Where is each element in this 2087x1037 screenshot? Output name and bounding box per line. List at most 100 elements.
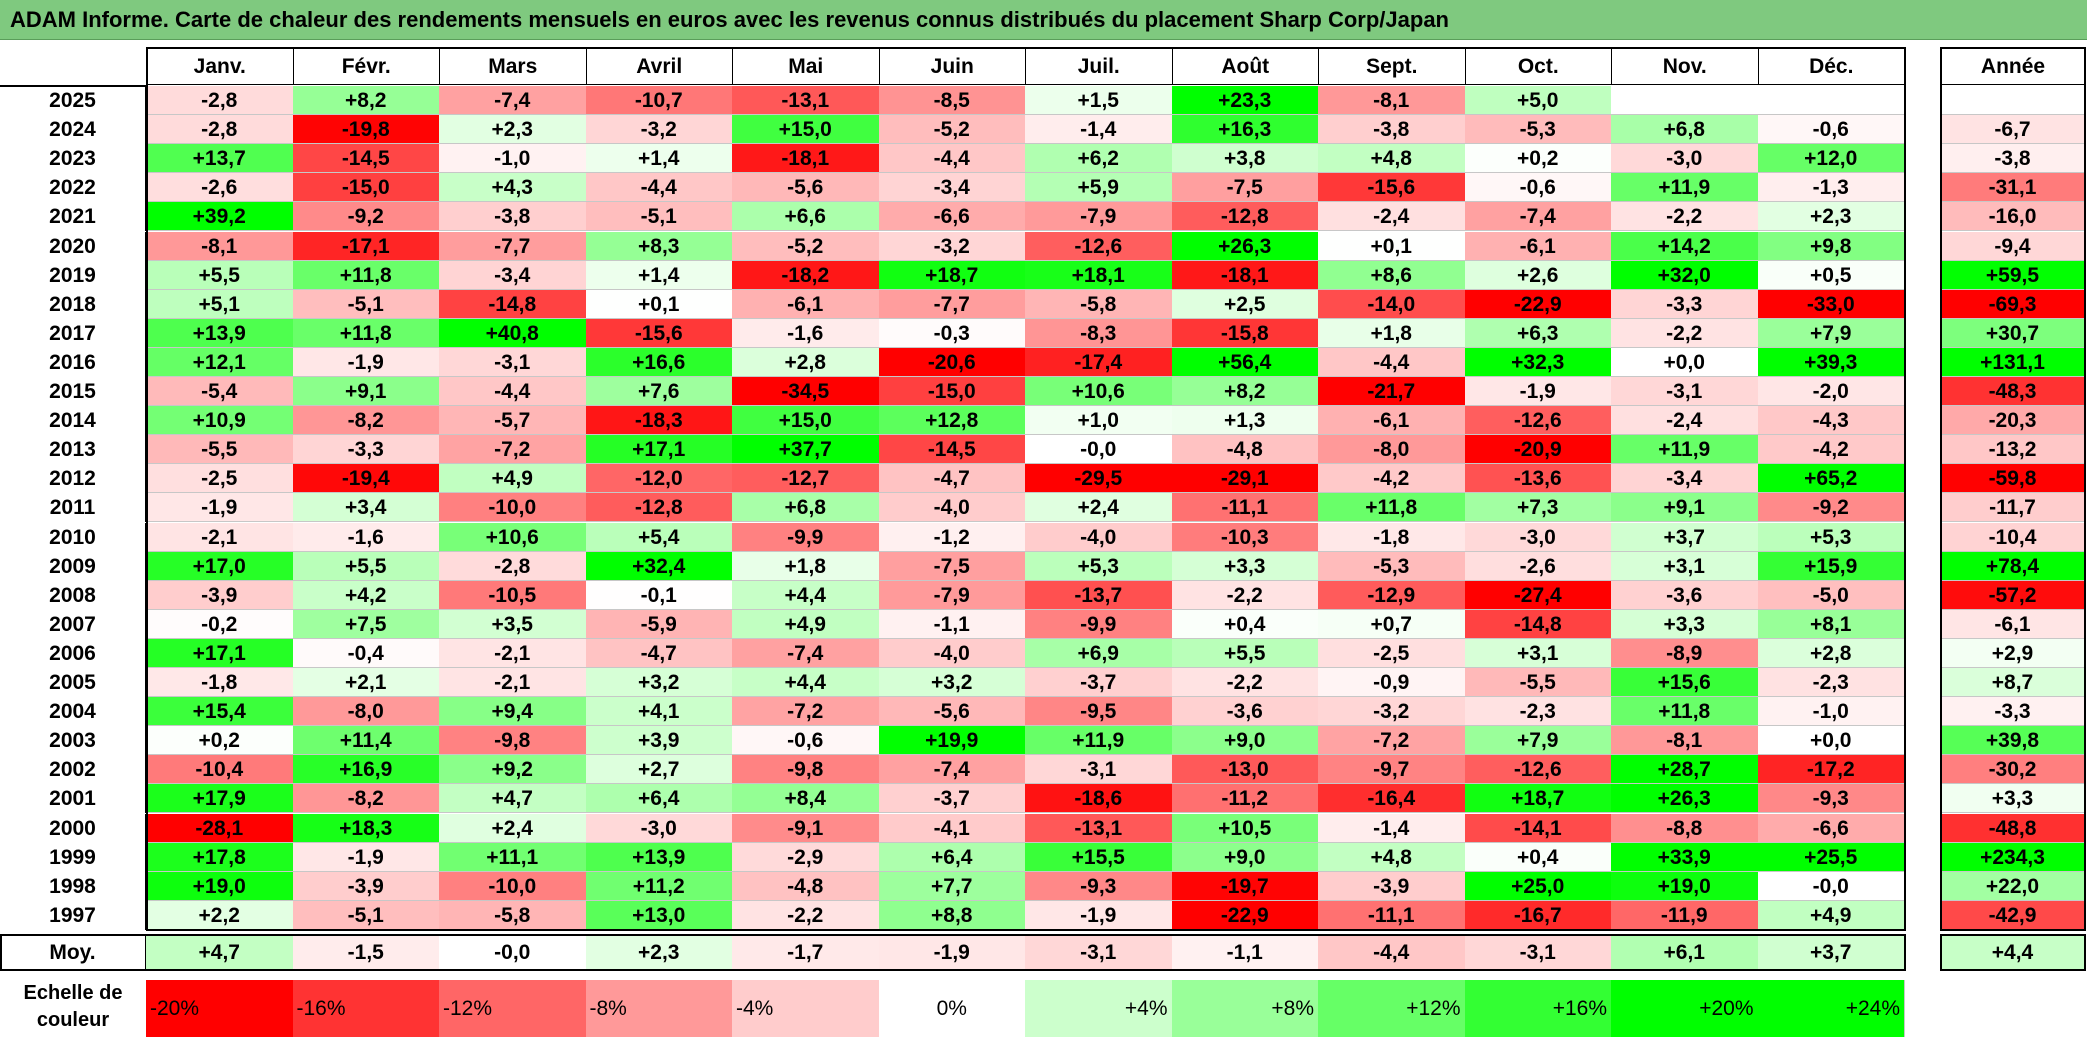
- heat-cell: +17,9: [146, 784, 294, 814]
- heat-cell: +6,9: [1025, 638, 1173, 668]
- average-cell: +4,7: [146, 935, 294, 970]
- heat-cell: +0,5: [1757, 260, 1905, 290]
- heat-cell: -6,1: [1464, 231, 1612, 261]
- annual-cell: +59,5: [1940, 260, 2086, 290]
- heat-cell: +4,8: [1318, 842, 1466, 872]
- heat-cell: -5,6: [878, 697, 1026, 727]
- heat-cell: -2,1: [439, 668, 587, 698]
- annual-cell: +8,7: [1940, 668, 2086, 698]
- heat-cell: +1,5: [1025, 86, 1173, 116]
- color-scale-stop: -20%: [146, 980, 294, 1037]
- heat-cell: -1,0: [439, 144, 587, 174]
- heat-cell: -9,8: [732, 755, 880, 785]
- heat-cell: -14,5: [292, 144, 440, 174]
- year-label: 2004: [0, 697, 146, 727]
- heat-cell: +1,8: [1318, 318, 1466, 348]
- heat-cell: +0,4: [1171, 609, 1319, 639]
- year-label: 2014: [0, 406, 146, 436]
- heat-cell: -13,6: [1464, 464, 1612, 494]
- heat-cell: -3,4: [1611, 464, 1759, 494]
- color-scale-stop: -16%: [292, 980, 440, 1037]
- average-cell: +6,1: [1611, 935, 1759, 970]
- heat-cell: -10,4: [146, 755, 294, 785]
- average-cell: -3,1: [1464, 935, 1612, 970]
- year-label: 2013: [0, 435, 146, 465]
- heat-cell: +4,9: [1757, 900, 1905, 930]
- heat-cell: +19,0: [146, 871, 294, 901]
- heat-cell: -1,9: [146, 493, 294, 523]
- heat-cell: -8,5: [878, 86, 1026, 116]
- heat-cell: +0,1: [1318, 231, 1466, 261]
- heat-cell: -0,2: [146, 609, 294, 639]
- year-label: 2017: [0, 318, 146, 348]
- heat-cell: -2,8: [146, 115, 294, 145]
- annual-cell: -48,8: [1940, 813, 2086, 843]
- heat-cell: -2,2: [732, 900, 880, 930]
- header-divider: [0, 85, 146, 87]
- heat-cell: -5,2: [878, 115, 1026, 145]
- heat-cell: +3,1: [1464, 638, 1612, 668]
- annual-cell: +78,4: [1940, 551, 2086, 581]
- heat-cell: -14,5: [878, 435, 1026, 465]
- heat-cell: +6,4: [585, 784, 733, 814]
- heat-cell: +13,0: [585, 900, 733, 930]
- heat-cell: +8,3: [585, 231, 733, 261]
- heat-cell: -8,0: [292, 697, 440, 727]
- heat-cell: +26,3: [1171, 231, 1319, 261]
- heat-cell: +11,8: [1318, 493, 1466, 523]
- heat-cell: +9,0: [1171, 726, 1319, 756]
- heat-cell: -3,2: [878, 231, 1026, 261]
- heat-cell: +7,9: [1464, 726, 1612, 756]
- heat-cell: +11,8: [1611, 697, 1759, 727]
- heat-cell: +17,0: [146, 551, 294, 581]
- heat-cell: -14,0: [1318, 289, 1466, 319]
- heat-cell: -9,3: [1757, 784, 1905, 814]
- heat-cell: -6,6: [1757, 813, 1905, 843]
- heat-cell: +1,8: [732, 551, 880, 581]
- heat-cell: -0,4: [292, 638, 440, 668]
- heat-cell: +10,9: [146, 406, 294, 436]
- heat-cell: -12,8: [1171, 202, 1319, 232]
- color-scale-stop: +4%: [1025, 980, 1173, 1037]
- heat-cell: -10,0: [439, 871, 587, 901]
- heat-cell: +2,8: [732, 347, 880, 377]
- heat-cell: -4,7: [878, 464, 1026, 494]
- heat-cell: +2,8: [1757, 638, 1905, 668]
- heat-cell: +11,2: [585, 871, 733, 901]
- heat-cell: +15,0: [732, 406, 880, 436]
- heat-cell: +4,8: [1318, 144, 1466, 174]
- heat-cell: -8,2: [292, 784, 440, 814]
- heat-cell: +3,8: [1171, 144, 1319, 174]
- heat-cell: -17,2: [1757, 755, 1905, 785]
- year-label: 2009: [0, 551, 146, 581]
- annual-cell: -10,4: [1940, 522, 2086, 552]
- heat-cell: +1,0: [1025, 406, 1173, 436]
- heat-cell: -1,4: [1025, 115, 1173, 145]
- heat-cell: -17,4: [1025, 347, 1173, 377]
- heat-cell: -1,3: [1757, 173, 1905, 203]
- heat-cell: -10,3: [1171, 522, 1319, 552]
- heat-cell: +16,3: [1171, 115, 1319, 145]
- heat-cell: +12,8: [878, 406, 1026, 436]
- heat-cell: -0,3: [878, 318, 1026, 348]
- heat-cell: -14,8: [1464, 609, 1612, 639]
- heat-cell: -2,4: [1611, 406, 1759, 436]
- average-cell: -1,5: [292, 935, 440, 970]
- heat-cell: -20,9: [1464, 435, 1612, 465]
- heat-cell: -4,4: [585, 173, 733, 203]
- heat-cell: -2,2: [1611, 318, 1759, 348]
- annual-cell: +30,7: [1940, 318, 2086, 348]
- heat-cell: -3,7: [1025, 668, 1173, 698]
- heat-cell: -15,6: [585, 318, 733, 348]
- heat-cell: -14,8: [439, 289, 587, 319]
- heat-cell: +25,0: [1464, 871, 1612, 901]
- heat-cell: -18,1: [1171, 260, 1319, 290]
- heat-cell: +2,7: [585, 755, 733, 785]
- heat-cell: +4,9: [732, 609, 880, 639]
- heat-cell: +13,9: [585, 842, 733, 872]
- heat-cell: -8,0: [1318, 435, 1466, 465]
- year-label: 1998: [0, 871, 146, 901]
- heat-cell: +25,5: [1757, 842, 1905, 872]
- heat-cell: -3,1: [1025, 755, 1173, 785]
- heat-cell: -2,8: [146, 86, 294, 116]
